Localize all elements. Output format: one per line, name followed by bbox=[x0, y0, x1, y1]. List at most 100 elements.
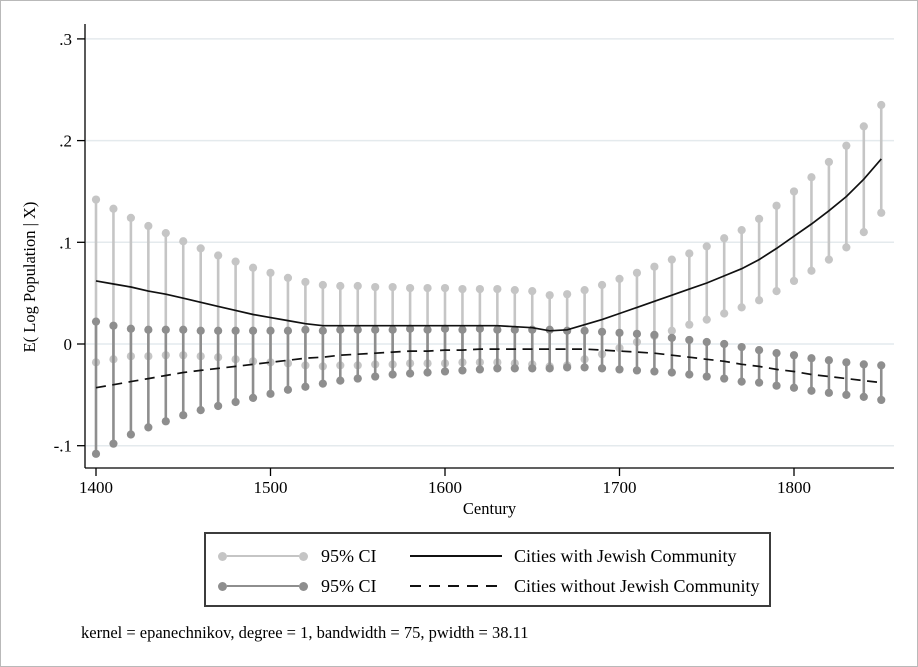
legend: 95% CI Cities with Jewish Community 95% … bbox=[204, 532, 771, 607]
ci-cap bbox=[248, 263, 258, 272]
ci-cap bbox=[196, 326, 205, 335]
y-tick-label: 0 bbox=[64, 335, 73, 354]
ci-cap bbox=[702, 372, 711, 381]
series-line-with bbox=[95, 158, 882, 332]
ci-cap bbox=[824, 388, 834, 397]
ci-cap bbox=[475, 365, 484, 374]
ci-cap bbox=[196, 406, 205, 415]
ci-cap bbox=[318, 326, 327, 335]
y-axis-title: E( Log Population | X) bbox=[20, 202, 39, 353]
ci-cap bbox=[650, 262, 659, 271]
legend-row-with: 95% CI Cities with Jewish Community bbox=[206, 541, 769, 571]
ci-cap bbox=[266, 268, 275, 277]
ci-cap bbox=[353, 281, 362, 291]
ci-cap bbox=[231, 326, 240, 335]
ci-cap bbox=[423, 368, 432, 377]
ci-cap bbox=[301, 382, 310, 391]
ci-cap bbox=[283, 273, 293, 282]
ci-cap bbox=[615, 274, 624, 284]
ci-cap bbox=[126, 213, 135, 222]
ci-cap bbox=[563, 363, 572, 372]
ci-cap bbox=[371, 282, 380, 292]
ci-cap bbox=[336, 376, 345, 385]
solid-line-sample-icon bbox=[410, 555, 502, 557]
ci-cap bbox=[336, 281, 345, 291]
ci-cap bbox=[109, 204, 118, 213]
legend-row-without: 95% CI Cities without Jewish Community bbox=[206, 571, 769, 601]
ci-cap bbox=[126, 430, 135, 439]
ci-cap bbox=[458, 284, 467, 294]
ci-cap bbox=[667, 368, 676, 377]
ci-cap bbox=[807, 266, 816, 275]
x-tick-label: 1800 bbox=[777, 478, 811, 497]
ci-cap bbox=[179, 237, 188, 246]
ci-bar-icon bbox=[227, 584, 299, 588]
ci-cap bbox=[528, 364, 537, 373]
ci-cap bbox=[789, 187, 799, 196]
ci-cap bbox=[685, 249, 694, 258]
ci-cap bbox=[685, 370, 694, 379]
ci-cap bbox=[580, 363, 589, 372]
ci-cap bbox=[667, 326, 676, 335]
ci-cap bbox=[772, 349, 781, 358]
ci-label-with: 95% CI bbox=[321, 545, 377, 566]
ci-cap bbox=[126, 324, 135, 333]
ci-cap bbox=[406, 369, 415, 378]
ci-cap bbox=[231, 397, 240, 407]
ci-cap bbox=[179, 325, 188, 334]
ci-cap bbox=[702, 242, 711, 251]
y-tick-label: .2 bbox=[59, 132, 72, 151]
ci-cap bbox=[737, 377, 746, 386]
ci-cap bbox=[475, 284, 484, 294]
ci-cap bbox=[632, 268, 642, 277]
x-tick-label: 1500 bbox=[254, 478, 288, 497]
ci-cap bbox=[842, 358, 851, 367]
ci-cap bbox=[493, 284, 502, 294]
ci-cap bbox=[161, 229, 170, 238]
ci-cap bbox=[214, 401, 223, 411]
legend-label-without: Cities without Jewish Community bbox=[514, 575, 760, 596]
ci-cap bbox=[807, 173, 816, 182]
x-axis-title: Century bbox=[463, 499, 517, 518]
ci-cap bbox=[440, 324, 450, 333]
ci-cap bbox=[877, 208, 886, 217]
ci-cap-icon bbox=[218, 551, 227, 561]
ci-cap bbox=[720, 234, 729, 243]
ci-cap bbox=[597, 364, 607, 373]
ci-cap bbox=[545, 364, 554, 373]
ci-cap bbox=[371, 325, 380, 334]
ci-cap bbox=[388, 370, 397, 379]
ci-cap bbox=[824, 157, 834, 167]
ci-cap-icon bbox=[299, 581, 308, 591]
ci-cap bbox=[842, 141, 851, 150]
ci-cap bbox=[231, 257, 240, 266]
ci-cap bbox=[720, 309, 729, 318]
ci-bar-icon bbox=[227, 554, 299, 558]
x-tick-label: 1400 bbox=[79, 478, 113, 497]
series-line-without bbox=[95, 348, 882, 389]
ci-cap-icon bbox=[299, 551, 308, 561]
ci-cap bbox=[214, 326, 223, 335]
ci-cap bbox=[737, 303, 746, 312]
ci-cap bbox=[144, 423, 153, 432]
ci-cap bbox=[266, 326, 275, 335]
ci-cap bbox=[179, 411, 188, 420]
gridlines bbox=[86, 38, 894, 447]
ci-cap bbox=[109, 321, 118, 330]
ci-cap bbox=[755, 378, 764, 387]
ci-bars-without bbox=[91, 317, 886, 458]
ci-cap bbox=[755, 296, 764, 305]
ci-cap bbox=[510, 364, 519, 373]
ci-sample-with-icon bbox=[218, 551, 308, 561]
ci-cap bbox=[388, 282, 397, 292]
ci-cap bbox=[632, 366, 642, 375]
y-tick-label: .1 bbox=[59, 233, 72, 252]
ci-cap bbox=[161, 417, 170, 426]
ci-cap bbox=[597, 327, 607, 336]
ci-cap bbox=[772, 381, 781, 390]
ci-cap bbox=[580, 285, 589, 295]
x-tick-label: 1700 bbox=[603, 478, 637, 497]
ci-cap bbox=[842, 390, 851, 399]
ci-cap bbox=[545, 291, 554, 300]
ci-cap bbox=[510, 325, 519, 334]
